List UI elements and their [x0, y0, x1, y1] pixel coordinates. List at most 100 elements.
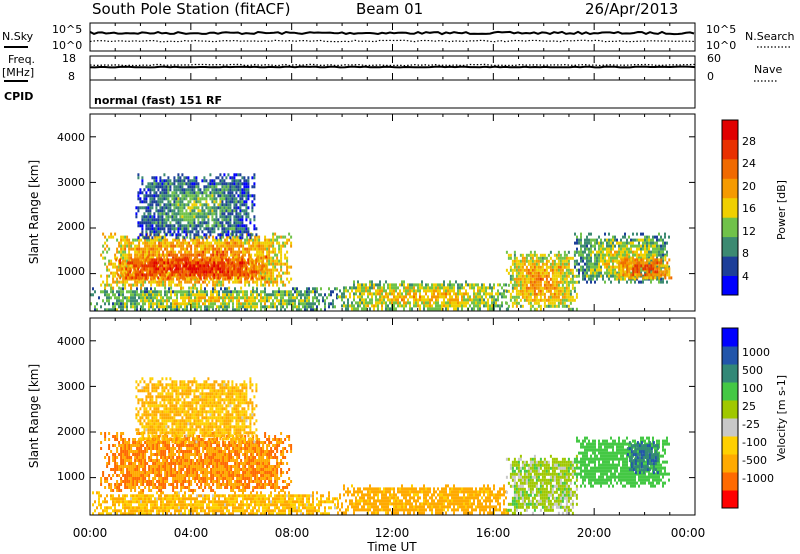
data-cell [357, 289, 359, 293]
data-cell [276, 256, 279, 260]
data-cell [553, 265, 556, 269]
data-cell [118, 305, 120, 309]
data-cell [193, 203, 196, 207]
data-cell [104, 308, 106, 312]
data-cell [121, 267, 124, 271]
data-cell [140, 308, 142, 312]
data-cell [363, 301, 365, 305]
data-cell [153, 182, 156, 186]
data-cell [226, 287, 228, 291]
data-cell [537, 271, 540, 275]
data-cell [228, 280, 231, 284]
data-cell [200, 286, 203, 290]
data-cell [543, 253, 546, 257]
data-cell [146, 293, 148, 297]
data-cell [531, 289, 534, 293]
data-cell [602, 277, 604, 281]
data-cell [148, 296, 150, 300]
data-cell [246, 302, 248, 306]
data-cell [247, 215, 250, 219]
data-cell [463, 301, 465, 305]
data-cell [174, 302, 176, 306]
data-cell [215, 276, 218, 280]
data-cell [447, 283, 449, 287]
data-cell [217, 182, 220, 186]
data-cell [251, 209, 254, 213]
data-cell [592, 271, 594, 275]
data-cell [244, 283, 247, 287]
data-cell [231, 261, 234, 265]
data-cell [177, 209, 180, 213]
data-cell [268, 253, 271, 257]
data-cell [341, 304, 343, 308]
data-cell [239, 194, 242, 198]
data-cell [122, 305, 124, 309]
data-cell [202, 296, 204, 300]
data-cell [236, 250, 239, 254]
data-cell [541, 298, 544, 302]
data-cell [181, 209, 184, 213]
data-cell [284, 299, 286, 303]
data-cell [423, 304, 425, 308]
data-cell [142, 308, 144, 312]
data-cell [168, 283, 171, 287]
data-cell [351, 301, 353, 305]
data-cell [102, 250, 105, 254]
data-cell [449, 280, 451, 284]
data-cell [184, 280, 187, 284]
data-cell [142, 283, 145, 287]
data-cell [606, 250, 608, 254]
data-cell [505, 289, 508, 293]
data-cell [198, 302, 200, 306]
data-cell [264, 238, 267, 242]
data-cell [224, 290, 226, 294]
data-cell [664, 232, 666, 236]
data-cell [198, 305, 200, 309]
data-cell [173, 230, 176, 234]
data-cell [156, 250, 159, 254]
data-cell [632, 267, 635, 271]
data-cell [251, 276, 254, 280]
data-cell [391, 286, 393, 290]
data-cell [239, 182, 242, 186]
data-cell [225, 273, 228, 277]
data-cell [178, 305, 180, 309]
data-cell [166, 299, 168, 303]
data-cell [563, 295, 566, 299]
data-cell [226, 235, 229, 239]
data-cell [274, 265, 277, 269]
data-cell [221, 215, 224, 219]
data-cell [571, 277, 574, 281]
data-cell [264, 241, 267, 245]
data-cell [483, 301, 485, 305]
data-cell [142, 253, 145, 257]
data-cell [272, 268, 275, 272]
data-cell [198, 253, 201, 257]
data-cell [159, 261, 162, 265]
data-cell [274, 302, 276, 306]
data-cell [385, 289, 387, 293]
data-cell [328, 293, 330, 297]
data-cell [182, 253, 185, 257]
data-cell [215, 197, 218, 201]
data-cell [596, 262, 598, 266]
data-cell [268, 274, 271, 278]
data-cell [551, 262, 554, 266]
data-cell [523, 268, 526, 272]
data-cell [632, 250, 634, 254]
data-cell [155, 258, 158, 262]
data-cell [529, 253, 532, 257]
data-cell [441, 283, 443, 287]
data-cell [509, 268, 512, 272]
data-cell [206, 241, 209, 245]
data-cell [208, 308, 210, 312]
data-cell [431, 295, 433, 299]
data-cell [133, 276, 136, 280]
data-cell [274, 280, 277, 284]
data-cell [624, 273, 627, 277]
data-cell [539, 274, 542, 278]
data-cell [231, 176, 234, 180]
data-cell [189, 267, 192, 271]
data-cell [221, 185, 224, 189]
data-cell [419, 295, 421, 299]
